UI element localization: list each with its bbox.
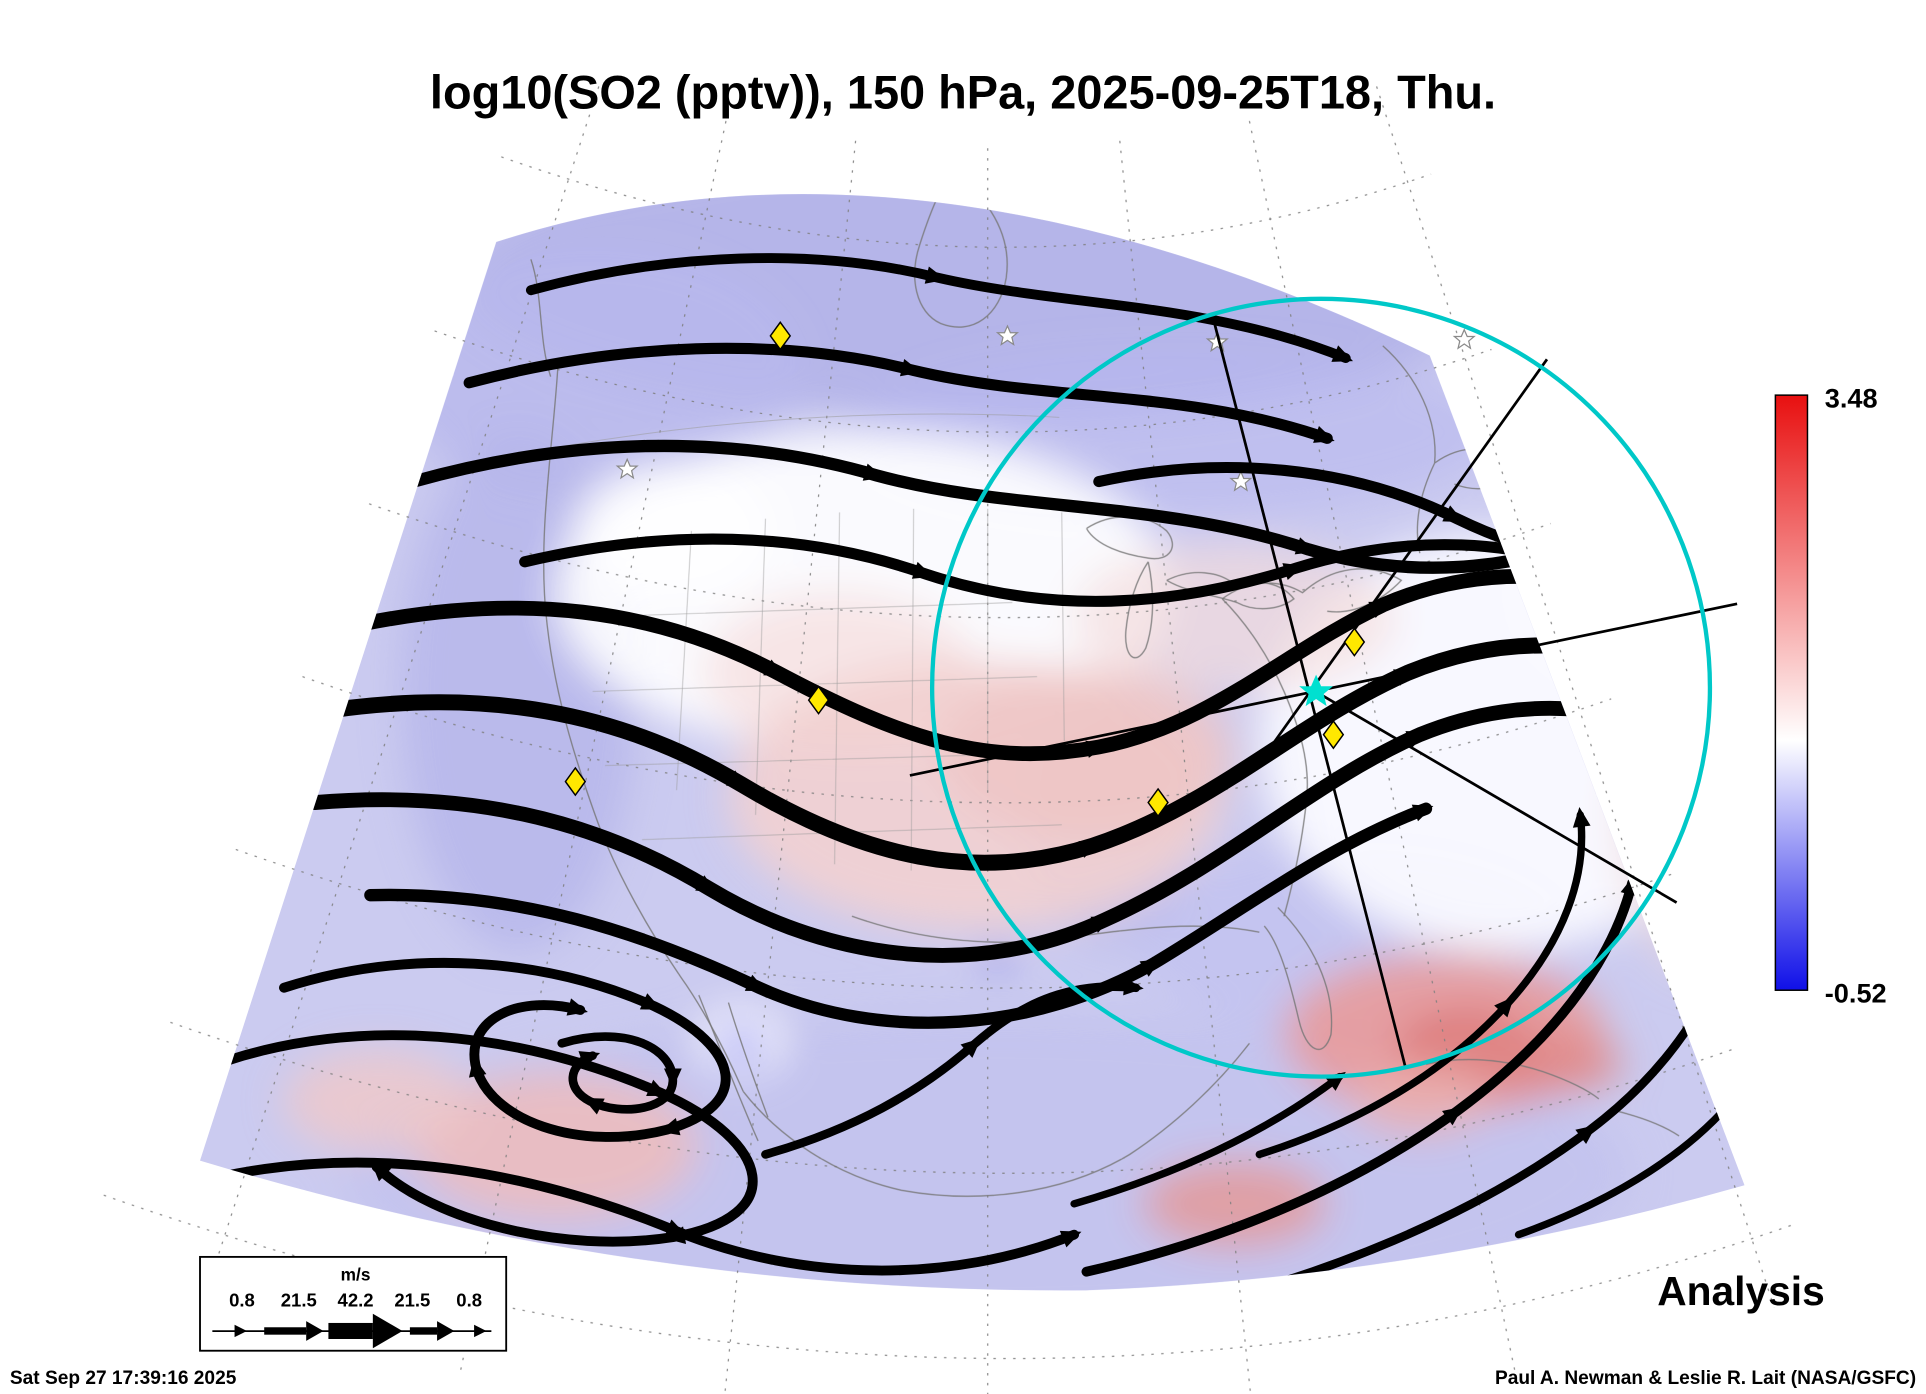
colorbar: 3.48 -0.52 — [1774, 382, 1887, 1009]
wind-arrow-large-icon — [372, 1313, 403, 1349]
station-star-icon — [1299, 674, 1333, 707]
colorbar-min-label: -0.52 — [1825, 978, 1887, 1009]
station-markers — [564, 321, 1366, 818]
footer-timestamp: Sat Sep 27 17:39:16 2025 — [10, 1368, 237, 1389]
range-ring — [929, 296, 1713, 1079]
streamlines — [204, 194, 1745, 1291]
station-diamond-icon — [807, 685, 830, 715]
page-title: log10(SO2 (pptv)), 150 hPa, 2025-09-25T1… — [430, 67, 1496, 119]
station-diamond-icon — [1147, 787, 1169, 818]
wind-legend-arrows — [212, 1313, 492, 1349]
wind-arrow-medium-icon — [437, 1321, 455, 1341]
city-star-icon — [615, 457, 639, 480]
flight-leg-line — [1310, 687, 1678, 904]
wind-legend-value: 0.8 — [456, 1289, 482, 1310]
footer-credit: Paul A. Newman & Leslie R. Lait (NASA/GS… — [1495, 1368, 1916, 1389]
analysis-label: Analysis — [1657, 1268, 1825, 1314]
wind-arrow-small-icon — [474, 1324, 487, 1338]
station-diamond-icon — [769, 321, 792, 351]
station-diamond-icon — [1343, 627, 1366, 657]
station-diamond-icon — [1322, 719, 1345, 750]
colorbar-gradient — [1774, 394, 1809, 991]
wind-legend-value: 42.2 — [338, 1289, 374, 1310]
city-star-icon — [1452, 328, 1476, 350]
wind-arrow-medium-icon — [306, 1321, 324, 1341]
map-field-patches — [283, 194, 1745, 1291]
wind-legend-units: m/s — [341, 1264, 371, 1284]
wind-speed-legend: m/s 0.8 21.5 42.2 21.5 0.8 — [199, 1255, 508, 1352]
wind-legend-value: 21.5 — [281, 1289, 317, 1310]
flight-leg-line — [1258, 358, 1549, 764]
wind-legend-value: 0.8 — [229, 1289, 255, 1310]
wind-arrow-small-icon — [234, 1324, 247, 1338]
wind-legend-value: 21.5 — [394, 1289, 430, 1310]
colorbar-max-label: 3.48 — [1825, 382, 1878, 413]
station-diamond-icon — [564, 766, 587, 797]
